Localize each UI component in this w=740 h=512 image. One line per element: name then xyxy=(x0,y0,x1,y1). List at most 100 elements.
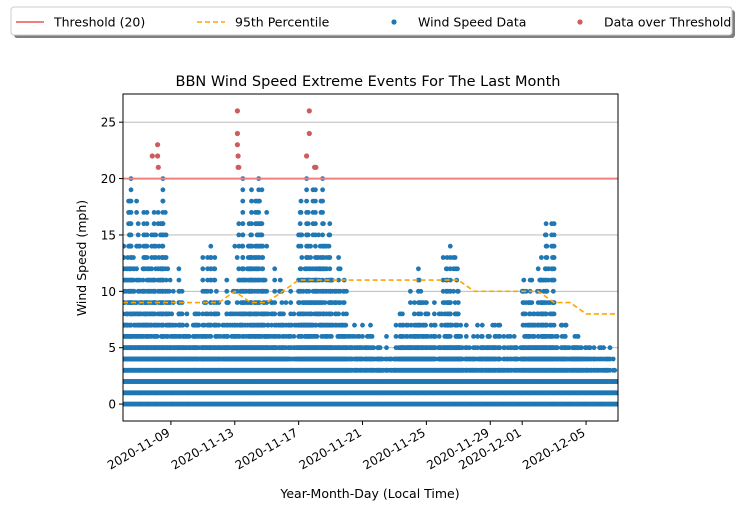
data-point xyxy=(455,300,461,305)
data-point xyxy=(160,266,166,272)
data-point xyxy=(447,401,453,407)
data-point xyxy=(559,379,565,384)
data-point xyxy=(463,322,469,328)
data-point xyxy=(341,300,347,305)
data-point xyxy=(176,379,182,384)
data-point xyxy=(128,345,134,351)
data-point xyxy=(455,266,460,272)
data-point xyxy=(447,266,453,272)
data-point xyxy=(249,232,254,238)
data-point xyxy=(288,300,294,305)
data-point xyxy=(272,334,278,339)
data-point xyxy=(262,277,268,283)
data-point xyxy=(176,300,182,305)
data-point xyxy=(304,401,309,407)
data-point xyxy=(304,311,309,317)
data-point xyxy=(527,367,533,373)
data-point xyxy=(320,255,325,260)
data-point xyxy=(184,322,190,328)
data-point xyxy=(327,232,333,238)
data-point xyxy=(304,198,309,204)
data-point xyxy=(400,367,405,373)
data-point xyxy=(144,255,150,260)
data-point xyxy=(128,401,134,407)
data-point xyxy=(144,367,150,373)
data-point xyxy=(123,255,127,260)
data-point xyxy=(272,300,278,305)
data-point xyxy=(256,311,262,317)
data-point xyxy=(240,311,246,317)
data-point xyxy=(384,367,389,373)
data-point xyxy=(352,356,357,362)
data-point xyxy=(160,277,166,283)
data-point xyxy=(200,266,206,272)
data-point xyxy=(256,288,262,294)
data-point xyxy=(463,356,469,362)
data-point xyxy=(543,345,549,351)
data-point xyxy=(144,266,150,272)
data-point xyxy=(313,243,318,249)
data-point xyxy=(264,210,270,215)
data-point xyxy=(208,345,214,351)
data-point xyxy=(416,345,421,351)
data-point xyxy=(212,255,218,260)
data-point xyxy=(575,334,581,339)
data-point xyxy=(447,390,453,396)
data-point xyxy=(336,266,341,272)
data-point xyxy=(543,379,549,384)
data-point xyxy=(320,221,325,227)
data-point xyxy=(447,311,453,317)
data-point xyxy=(463,390,469,396)
data-point xyxy=(554,334,560,339)
data-point xyxy=(160,390,166,396)
data-point xyxy=(176,345,182,351)
data-point xyxy=(240,390,246,396)
data-point xyxy=(288,356,294,362)
data-point xyxy=(344,311,349,317)
data-point xyxy=(416,311,421,317)
data-point xyxy=(299,232,305,238)
data-point xyxy=(272,345,278,351)
data-point xyxy=(368,334,373,339)
data-point xyxy=(543,300,549,305)
data-point xyxy=(495,367,501,373)
legend-swatch xyxy=(577,19,583,25)
data-point xyxy=(551,266,557,272)
data-point xyxy=(447,322,453,328)
data-point xyxy=(458,322,464,328)
data-point xyxy=(336,334,341,339)
data-point xyxy=(288,322,294,328)
data-point xyxy=(240,266,246,272)
data-point xyxy=(336,345,341,351)
data-point xyxy=(128,187,134,193)
data-point xyxy=(176,266,182,272)
data-point xyxy=(224,277,230,283)
data-point xyxy=(377,345,383,351)
data-point xyxy=(288,334,294,339)
data-point xyxy=(149,266,155,272)
data-point xyxy=(495,322,501,328)
data-point xyxy=(416,322,421,328)
data-point xyxy=(423,322,428,328)
data-point xyxy=(212,266,218,272)
data-point xyxy=(128,379,134,384)
data-point xyxy=(176,277,182,283)
data-point xyxy=(144,210,150,215)
data-point xyxy=(288,390,294,396)
data-point xyxy=(160,311,166,317)
data-point xyxy=(144,311,150,317)
data-point xyxy=(144,356,150,362)
data-point xyxy=(208,243,214,249)
data-point xyxy=(320,210,325,215)
data-point xyxy=(240,255,246,260)
data-point xyxy=(527,311,533,317)
data-point xyxy=(298,210,304,215)
data-point xyxy=(240,187,246,193)
data-point xyxy=(479,322,485,328)
data-point xyxy=(495,401,501,407)
data-point xyxy=(192,345,198,351)
data-point xyxy=(408,288,413,294)
data-point xyxy=(184,311,190,317)
data-point xyxy=(479,401,485,407)
data-point xyxy=(240,322,246,328)
